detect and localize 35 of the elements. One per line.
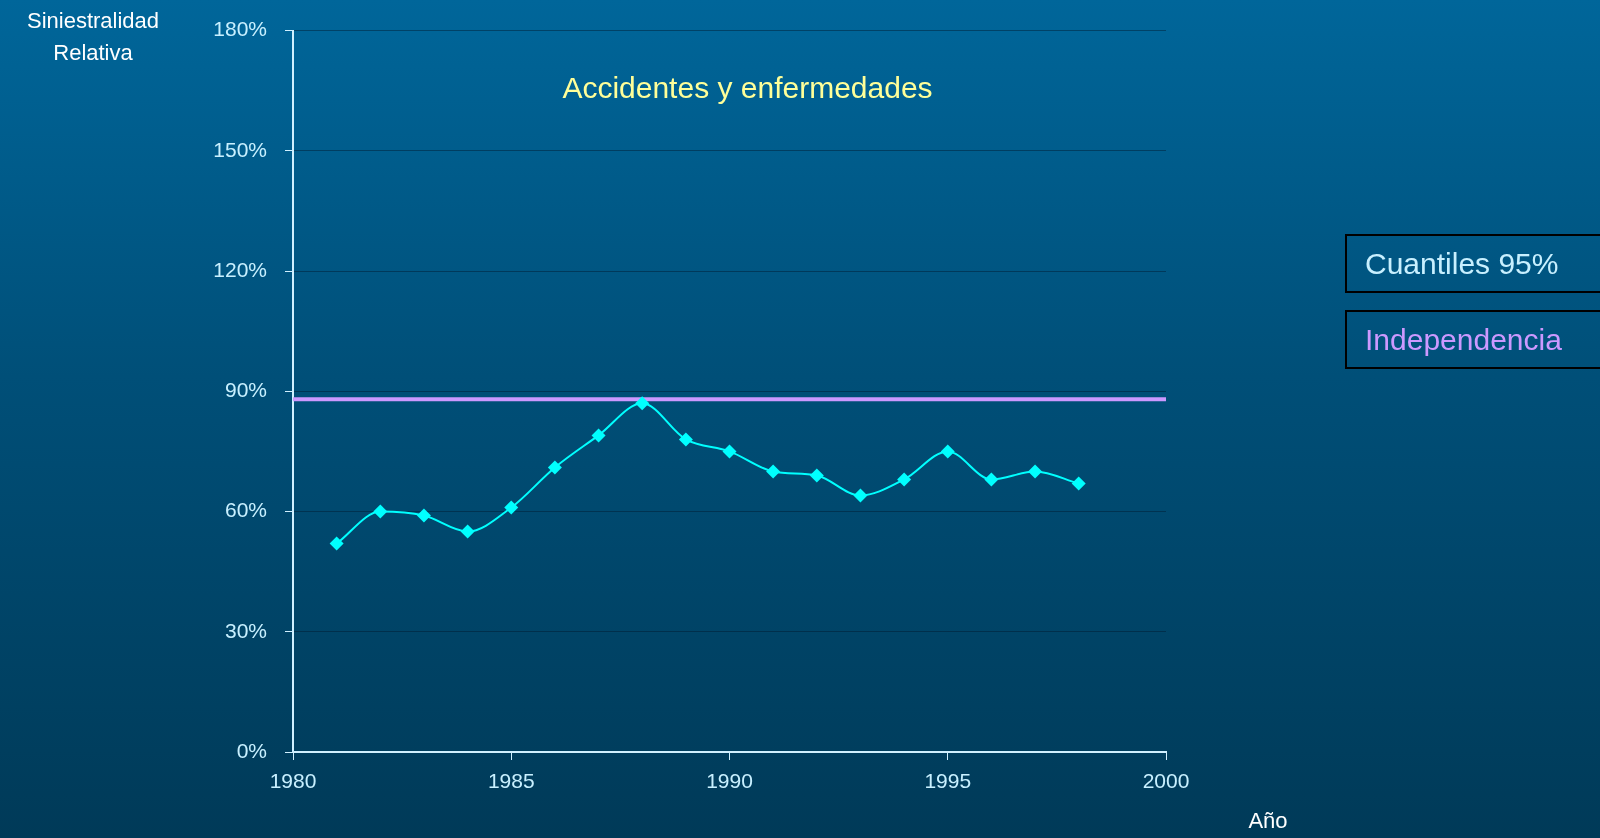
x-axis-title: Año xyxy=(1248,808,1288,834)
point xyxy=(591,428,606,443)
point xyxy=(897,472,912,487)
point xyxy=(722,444,737,459)
y-tick-label: 150% xyxy=(213,137,267,161)
y-tick-label: 0% xyxy=(236,738,267,762)
y-tick-label: 90% xyxy=(224,378,267,402)
point xyxy=(984,472,999,487)
x-tick-label: 1990 xyxy=(706,769,753,793)
x-tick-label: 1995 xyxy=(924,769,972,793)
x-tick-label: 1985 xyxy=(487,769,535,793)
point xyxy=(678,432,693,447)
point xyxy=(766,464,781,479)
y-axis-title: Siniestralidad Relativa xyxy=(26,8,160,66)
y-tick-label: 180% xyxy=(213,17,267,41)
point xyxy=(547,460,562,475)
x-tick-label: 1980 xyxy=(269,769,317,793)
text: Cuantiles 95% xyxy=(1345,234,1600,293)
point xyxy=(853,488,868,503)
y-tick-label: 120% xyxy=(213,257,267,281)
point xyxy=(460,524,475,539)
text: Accidentes y enfermedades xyxy=(562,70,933,104)
point xyxy=(416,508,431,523)
point xyxy=(809,468,824,483)
point xyxy=(373,504,388,519)
point xyxy=(635,396,650,411)
y-tick-label: 60% xyxy=(224,498,267,522)
point xyxy=(329,536,344,551)
point xyxy=(504,500,519,515)
point xyxy=(1071,476,1086,491)
y-tick-label: 30% xyxy=(224,618,267,642)
point xyxy=(940,444,955,459)
ref-line-label: Independencia xyxy=(1345,310,1600,369)
x-tick-label: 2000 xyxy=(1142,769,1190,793)
point xyxy=(1028,464,1043,479)
